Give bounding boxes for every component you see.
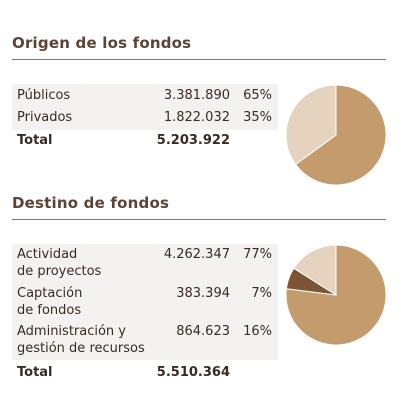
total-label: Total [17, 133, 53, 148]
pie-chart-destino [285, 244, 387, 346]
row-percent: 65% [243, 88, 272, 103]
total-row: Total 5.203.922 [12, 130, 278, 152]
row-label-line: Captación [17, 286, 83, 301]
pie-slice-origen-1 [294, 84, 387, 186]
row-value: 1.822.032 [163, 110, 230, 125]
table-row: Públicos 3.381.890 65% [12, 84, 278, 107]
row-label-line: Administración y [17, 324, 127, 339]
row-percent: 16% [243, 324, 272, 339]
row-value: 864.623 [176, 324, 230, 339]
table-destino: Actividad de proyectos 4.262.347 77% Cap… [12, 244, 278, 382]
total-label: Total [17, 365, 53, 380]
total-value: 5.510.364 [156, 365, 230, 380]
row-percent: 77% [243, 247, 272, 262]
section-title-origen: Origen de los fondos [12, 34, 192, 52]
row-label-line: Actividad [17, 247, 78, 262]
row-value: 4.262.347 [163, 247, 230, 262]
pie-chart-origen [285, 84, 387, 186]
section-title-destino: Destino de fondos [12, 194, 170, 212]
section-divider-destino [12, 219, 386, 220]
table-row: Privados 1.822.032 35% [12, 107, 278, 130]
row-label: Públicos [17, 88, 71, 103]
table-row: Captación de fondos 383.394 7% [12, 284, 278, 322]
row-percent: 35% [243, 110, 272, 125]
section-divider-origen [12, 59, 386, 60]
row-label-line: de proyectos [17, 264, 102, 279]
row-value: 383.394 [176, 286, 230, 301]
row-percent: 7% [251, 286, 272, 301]
pie-slice-origen-2 [285, 84, 337, 166]
table-row: Actividad de proyectos 4.262.347 77% [12, 244, 278, 284]
row-value: 3.381.890 [163, 88, 230, 103]
row-label-line: de fondos [17, 303, 82, 318]
table-origen: Públicos 3.381.890 65% Privados 1.822.03… [12, 84, 278, 152]
pie-slice-destino-3 [293, 244, 337, 296]
row-label-line: gestión de recursos [17, 341, 145, 356]
total-value: 5.203.922 [156, 133, 230, 148]
row-label: Privados [17, 110, 73, 125]
pie-slice-destino-1 [285, 244, 387, 346]
table-row: Administración y gestión de recursos 864… [12, 322, 278, 360]
total-row: Total 5.510.364 [12, 360, 278, 382]
